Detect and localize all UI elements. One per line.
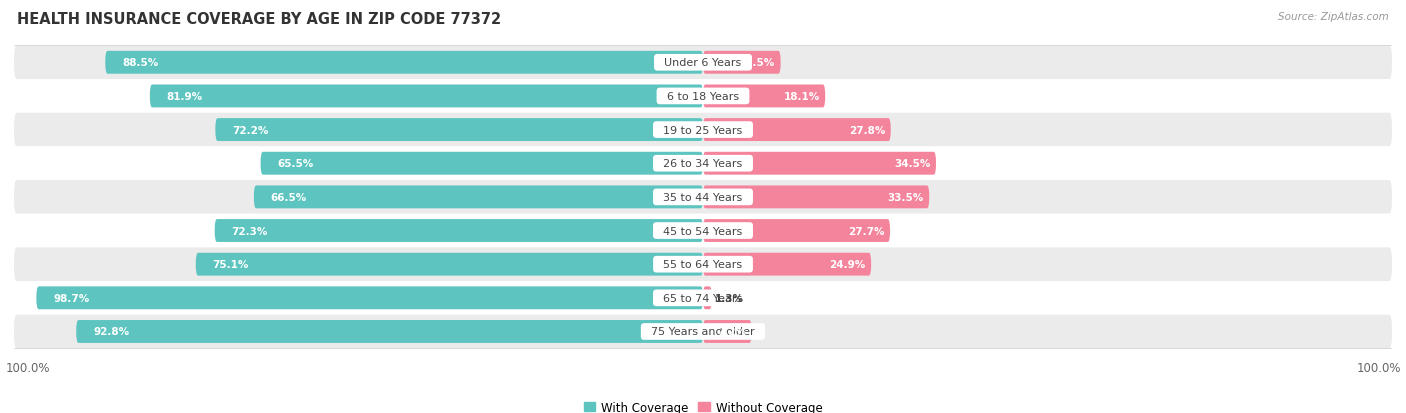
FancyBboxPatch shape — [195, 253, 703, 276]
FancyBboxPatch shape — [14, 281, 1392, 315]
FancyBboxPatch shape — [703, 253, 872, 276]
FancyBboxPatch shape — [254, 186, 703, 209]
Text: 7.2%: 7.2% — [717, 327, 747, 337]
FancyBboxPatch shape — [703, 220, 890, 242]
Text: 55 to 64 Years: 55 to 64 Years — [657, 259, 749, 270]
FancyBboxPatch shape — [703, 320, 752, 343]
FancyBboxPatch shape — [703, 152, 936, 175]
FancyBboxPatch shape — [14, 80, 1392, 114]
Text: 11.5%: 11.5% — [740, 58, 775, 68]
FancyBboxPatch shape — [150, 85, 703, 108]
Text: 92.8%: 92.8% — [93, 327, 129, 337]
Text: HEALTH INSURANCE COVERAGE BY AGE IN ZIP CODE 77372: HEALTH INSURANCE COVERAGE BY AGE IN ZIP … — [17, 12, 501, 27]
Text: 88.5%: 88.5% — [122, 58, 159, 68]
Text: 27.8%: 27.8% — [849, 125, 886, 135]
FancyBboxPatch shape — [105, 52, 703, 74]
FancyBboxPatch shape — [215, 119, 703, 142]
Text: 34.5%: 34.5% — [894, 159, 931, 169]
Text: 18.1%: 18.1% — [783, 92, 820, 102]
Text: Under 6 Years: Under 6 Years — [658, 58, 748, 68]
FancyBboxPatch shape — [14, 46, 1392, 80]
FancyBboxPatch shape — [14, 114, 1392, 147]
Text: 6 to 18 Years: 6 to 18 Years — [659, 92, 747, 102]
Text: 45 to 54 Years: 45 to 54 Years — [657, 226, 749, 236]
Legend: With Coverage, Without Coverage: With Coverage, Without Coverage — [579, 396, 827, 413]
Text: 26 to 34 Years: 26 to 34 Years — [657, 159, 749, 169]
Text: 72.3%: 72.3% — [232, 226, 269, 236]
FancyBboxPatch shape — [703, 52, 780, 74]
FancyBboxPatch shape — [14, 180, 1392, 214]
FancyBboxPatch shape — [76, 320, 703, 343]
Text: 27.7%: 27.7% — [848, 226, 884, 236]
FancyBboxPatch shape — [14, 315, 1392, 349]
FancyBboxPatch shape — [703, 287, 711, 309]
Text: 75 Years and older: 75 Years and older — [644, 327, 762, 337]
Text: Source: ZipAtlas.com: Source: ZipAtlas.com — [1278, 12, 1389, 22]
FancyBboxPatch shape — [260, 152, 703, 175]
Text: 35 to 44 Years: 35 to 44 Years — [657, 192, 749, 202]
Text: 81.9%: 81.9% — [167, 92, 202, 102]
Text: 1.3%: 1.3% — [716, 293, 744, 303]
Text: 75.1%: 75.1% — [212, 259, 249, 270]
Text: 33.5%: 33.5% — [887, 192, 924, 202]
Text: 65 to 74 Years: 65 to 74 Years — [657, 293, 749, 303]
FancyBboxPatch shape — [215, 220, 703, 242]
Text: 72.2%: 72.2% — [232, 125, 269, 135]
FancyBboxPatch shape — [14, 248, 1392, 281]
Text: 24.9%: 24.9% — [830, 259, 866, 270]
FancyBboxPatch shape — [703, 119, 891, 142]
Text: 66.5%: 66.5% — [271, 192, 307, 202]
FancyBboxPatch shape — [37, 287, 703, 309]
FancyBboxPatch shape — [14, 147, 1392, 180]
FancyBboxPatch shape — [14, 214, 1392, 248]
FancyBboxPatch shape — [703, 85, 825, 108]
FancyBboxPatch shape — [703, 186, 929, 209]
Text: 19 to 25 Years: 19 to 25 Years — [657, 125, 749, 135]
Text: 65.5%: 65.5% — [277, 159, 314, 169]
Text: 98.7%: 98.7% — [53, 293, 90, 303]
